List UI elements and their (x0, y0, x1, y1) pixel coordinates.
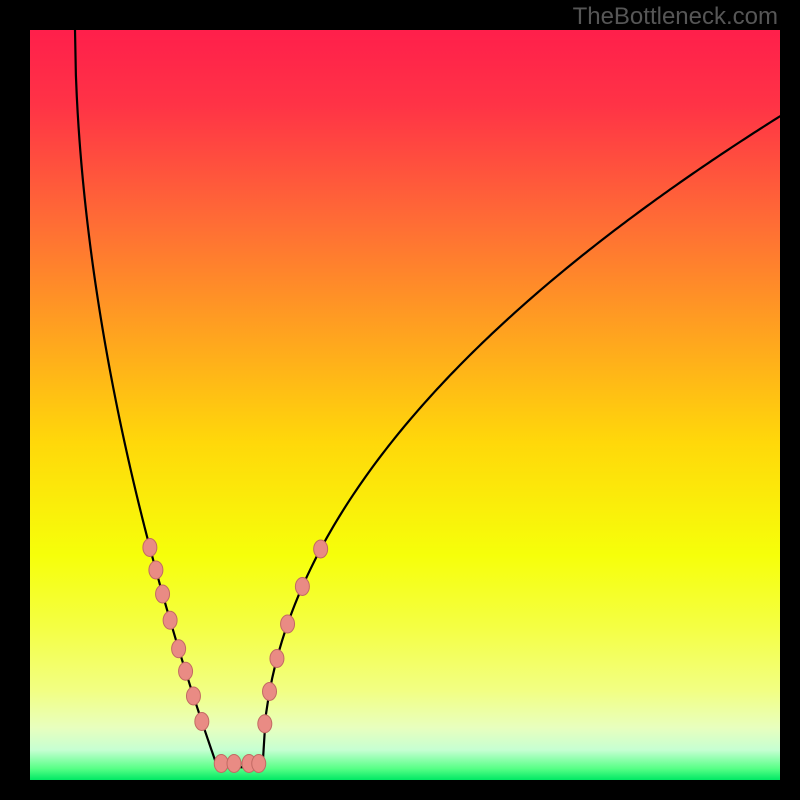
data-marker (156, 585, 170, 603)
data-marker (252, 755, 266, 773)
data-marker (314, 540, 328, 558)
data-marker (270, 650, 284, 668)
watermark-text: TheBottleneck.com (573, 3, 778, 31)
data-marker (163, 611, 177, 629)
data-marker (295, 578, 309, 596)
data-marker (172, 640, 186, 658)
data-marker (227, 755, 241, 773)
data-marker (258, 715, 272, 733)
data-marker (149, 561, 163, 579)
plot-area (30, 30, 780, 780)
data-marker (179, 662, 193, 680)
data-marker (281, 615, 295, 633)
data-marker (143, 539, 157, 557)
data-marker (263, 683, 277, 701)
data-marker (186, 687, 200, 705)
data-marker (214, 755, 228, 773)
data-marker (195, 713, 209, 731)
curve-layer (30, 30, 780, 780)
